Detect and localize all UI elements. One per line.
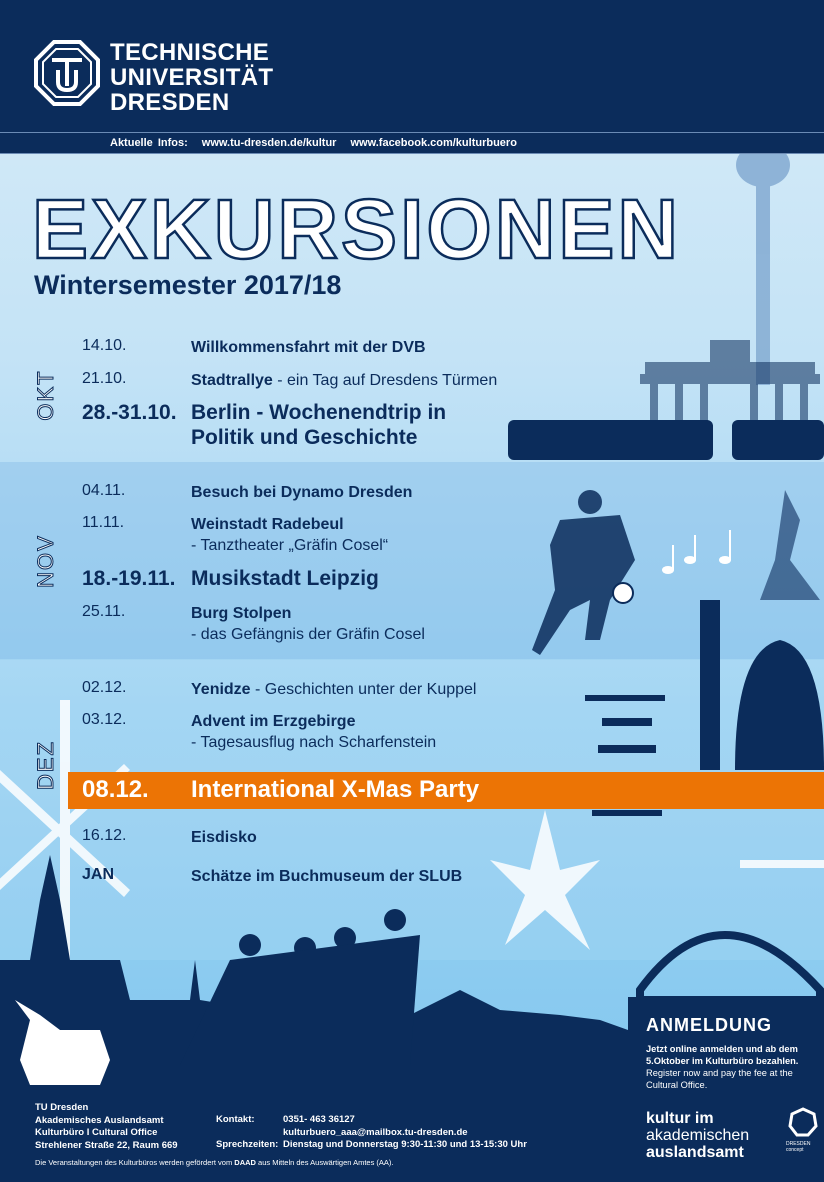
address-line: Strehlener Straße 22, Raum 669 <box>35 1139 178 1151</box>
event-title: Musikstadt Leipzig <box>191 567 379 590</box>
funding-note: Die Veranstaltungen des Kulturbüros werd… <box>35 1158 394 1167</box>
phone-number: 0351- 463 36127 <box>283 1114 355 1125</box>
highlight-bar <box>68 772 824 809</box>
header-bar <box>0 0 824 132</box>
event-date: 28.-31.10. <box>82 401 177 424</box>
event-title: Advent im Erzgebirge - Tagesausflug nach … <box>191 711 436 753</box>
address-line: Kulturbüro I Cultural Office <box>35 1127 158 1138</box>
poster-title: EXKURSIONEN <box>31 182 682 276</box>
address-line: Akademisches Auslandsamt <box>35 1114 164 1126</box>
event-date: 25.11. <box>82 603 126 620</box>
event-title-text: Yenidze <box>191 681 251 698</box>
event-title-text: Burg Stolpen <box>191 605 292 622</box>
dresden-concept-text: DRESDEN concept <box>786 1141 811 1153</box>
brandenburg-gate-icon <box>640 340 820 454</box>
registration-title: ANMELDUNG <box>646 1015 772 1035</box>
event-title-text: Politik und Geschichte <box>191 426 418 449</box>
uni-line: UNIVERSITÄT <box>110 64 274 91</box>
event-title-text: Schätze im Buchmuseum der SLUB <box>191 868 463 885</box>
office-hours: Dienstag und Donnerstag 9:30-11:30 und 1… <box>283 1139 527 1150</box>
event-title: Willkommensfahrt mit der DVB <box>191 337 426 358</box>
tu-dresden-logo-icon <box>34 40 100 106</box>
kultur-line: akademischen <box>646 1127 750 1144</box>
website-link[interactable]: www.tu-dresden.de/kultur <box>201 137 337 149</box>
kultur-line: auslandsamt <box>646 1144 744 1161</box>
event-date: 16.12. <box>82 827 127 844</box>
event-title: Burg Stolpen - das Gefängnis der Gräfin C… <box>191 603 425 645</box>
event-title: Besuch bei Dynamo Dresden <box>191 482 412 503</box>
university-name: TECHNISCHE UNIVERSITÄT DRESDEN <box>110 40 273 115</box>
note-text: aus Mitteln des Auswärtigen Amtes (AA). <box>255 1158 394 1167</box>
christmas-pyramid-icon <box>585 695 665 816</box>
dresden-concept-logo-icon <box>788 1107 818 1137</box>
event-title-text: Eisdisko <box>191 829 257 846</box>
address-line: TU Dresden <box>35 1102 89 1113</box>
deer-icon <box>15 1000 110 1085</box>
month-label-okt: OKT <box>33 369 59 421</box>
event-title: Eisdisko <box>191 827 257 848</box>
event-date: 11.11. <box>82 514 125 531</box>
uni-line: DRESDEN <box>110 89 230 116</box>
event-date: 03.12. <box>82 711 127 728</box>
event-title: Stadtrallye - ein Tag auf Dresdens Türme… <box>191 370 497 391</box>
dresden-skyline-icon <box>0 855 628 1092</box>
event-title: Berlin - Wochenendtrip in Politik und Ges… <box>191 400 446 450</box>
registration-text-de: Jetzt online anmelden und ab dem 5.Oktob… <box>646 1044 799 1066</box>
yenidze-mosque-icon <box>700 600 824 770</box>
event-title-text: Berlin - Wochenendtrip in <box>191 401 447 424</box>
hours-label: Sprechzeiten: <box>216 1139 279 1150</box>
event-title-text: Advent im Erzgebirge <box>191 713 356 730</box>
email-link[interactable]: kulturbuero_aaa@mailbox.tu-dresden.de <box>283 1126 468 1138</box>
info-label: Aktuelle Infos: <box>110 137 188 149</box>
event-title-text: Besuch bei Dynamo Dresden <box>191 484 413 501</box>
registration-box: ANMELDUNG Jetzt online anmelden und ab d… <box>628 997 824 1182</box>
football-player-icon <box>532 490 635 655</box>
month-label-dez: DEZ <box>33 740 59 791</box>
month-label-nov: NOV <box>33 534 59 589</box>
kontakt-label: Kontakt: <box>216 1114 255 1125</box>
event-date: 04.11. <box>82 482 126 499</box>
kultur-line: kultur im <box>646 1110 714 1127</box>
event-title-text: Stadtrallye <box>191 372 273 389</box>
lady-silhouette-icon <box>760 490 820 600</box>
event-title: Weinstadt Radebeul - Tanztheater „Gräfin … <box>191 514 388 556</box>
event-subtitle: - Tanztheater „Gräfin Cosel“ <box>191 537 389 554</box>
ice-skaters-icon <box>180 909 420 1065</box>
registration-text-en: Register now and pay the fee at the Cult… <box>646 1068 793 1090</box>
info-bar: Aktuelle Infos: www.tu-dresden.de/kultur w… <box>0 132 824 154</box>
note-text: Die Veranstaltungen des Kulturbüros werd… <box>35 1158 235 1167</box>
event-title: Yenidze - Geschichten unter der Kuppel <box>191 679 476 700</box>
highlight-event-date: 08.12. <box>82 776 149 803</box>
event-date: 14.10. <box>82 337 127 354</box>
event-title-text: Weinstadt Radebeul <box>191 516 344 533</box>
event-date: 18.-19.11. <box>82 567 176 590</box>
music-notes-icon <box>662 530 731 574</box>
event-date: 21.10. <box>82 370 127 387</box>
kultur-logo-text: kultur im akademischen auslandsamt <box>646 1110 749 1161</box>
event-subtitle: - Tagesausflug nach Scharfenstein <box>191 734 437 751</box>
event-date: JAN <box>82 866 115 883</box>
event-subtitle: - Geschichten unter der Kuppel <box>250 681 477 698</box>
december-band <box>0 660 824 960</box>
tram-icon <box>508 420 824 460</box>
event-title-text: Willkommensfahrt mit der DVB <box>191 339 426 356</box>
poster-subtitle: Wintersemester 2017/18 <box>34 270 342 300</box>
registration-texts: Jetzt online anmelden und ab dem 5.Oktob… <box>646 1043 822 1091</box>
schwibbogen-icon <box>636 931 824 1004</box>
football-icon <box>612 582 634 604</box>
event-date: 02.12. <box>82 679 127 696</box>
event-title: Schätze im Buchmuseum der SLUB <box>191 866 462 887</box>
facebook-link[interactable]: www.facebook.com/kulturbuero <box>350 137 517 149</box>
footer-address: TU Dresden Akademisches Auslandsamt Kult… <box>35 1102 210 1152</box>
highlight-event-title: International X-Mas Party <box>191 776 480 803</box>
uni-line: TECHNISCHE <box>110 39 270 66</box>
note-daad: DAAD <box>234 1158 256 1167</box>
event-subtitle: - das Gefängnis der Gräfin Cosel <box>191 626 425 643</box>
event-subtitle: - ein Tag auf Dresdens Türmen <box>272 372 498 389</box>
